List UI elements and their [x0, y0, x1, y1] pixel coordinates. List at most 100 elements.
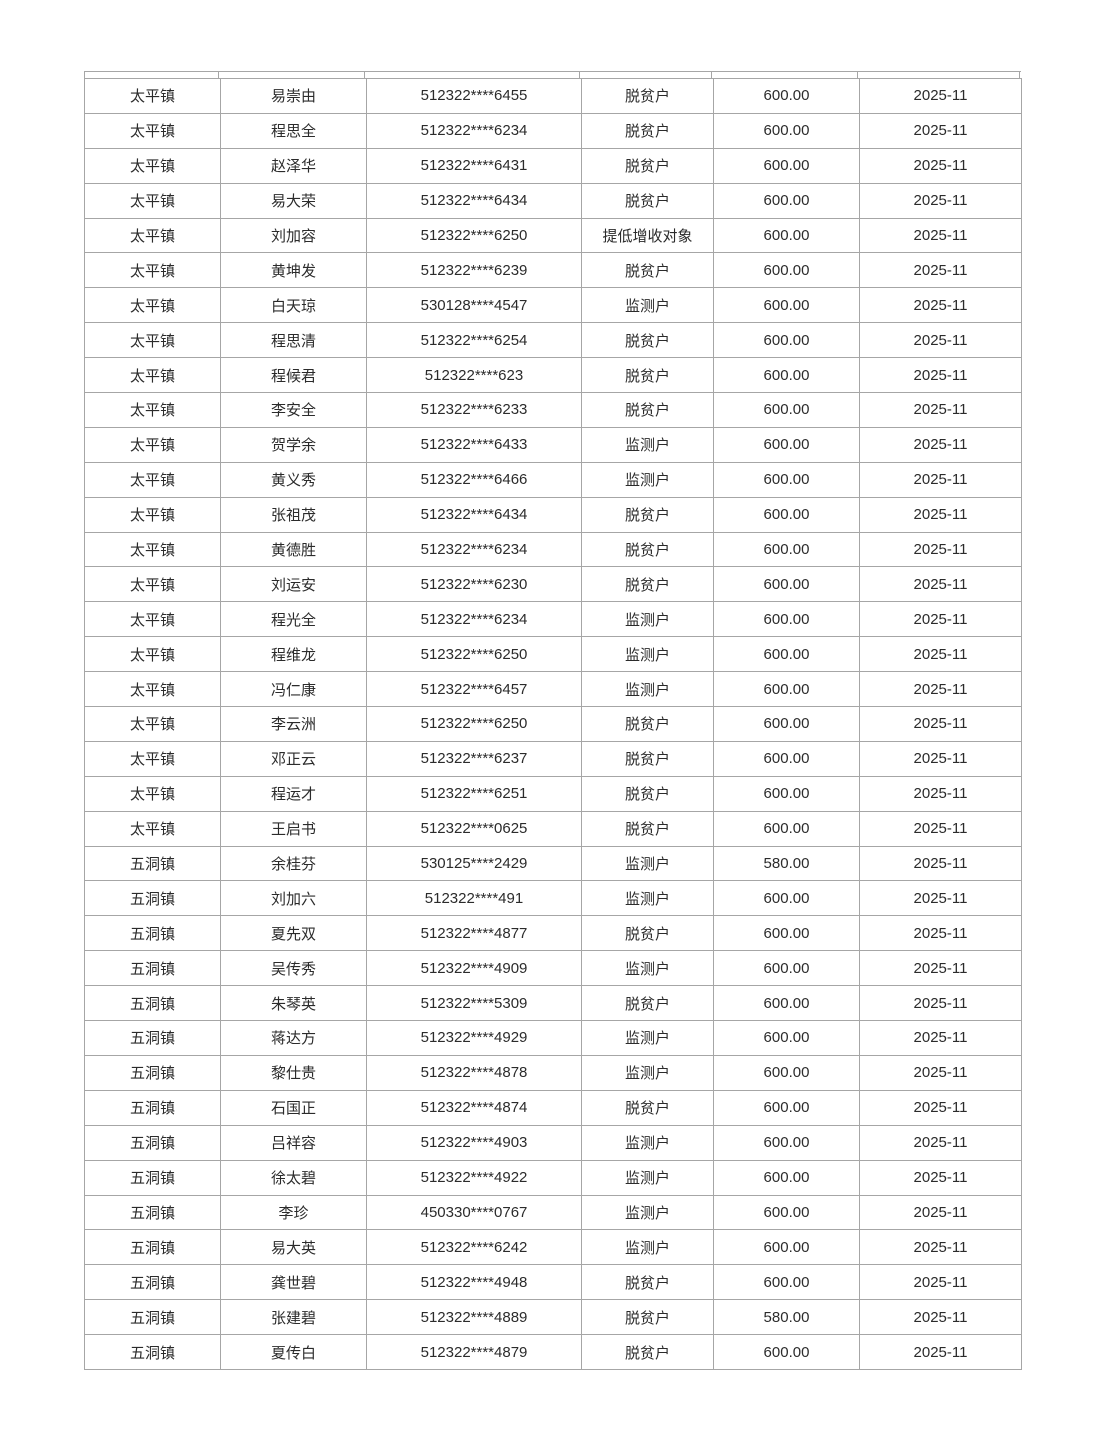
table-row: 五洞镇 吕祥容 512322****4903 监测户 600.00 2025-11	[84, 1124, 1022, 1161]
table-row: 五洞镇 夏先双 512322****4877 脱贫户 600.00 2025-11	[84, 915, 1022, 952]
cell-amount: 600.00	[713, 985, 860, 1022]
cell-amount: 600.00	[713, 671, 860, 708]
cell-amount: 600.00	[713, 531, 860, 568]
cell-id-number: 450330****0767	[366, 1194, 582, 1231]
cell-id-number: 512322****4948	[366, 1264, 582, 1301]
cell-month: 2025-11	[859, 706, 1022, 742]
cell-amount: 600.00	[713, 182, 860, 219]
cell-month: 2025-11	[859, 880, 1022, 917]
table-row: 太平镇 程光全 512322****6234 监测户 600.00 2025-11	[84, 601, 1022, 638]
cell-month: 2025-11	[859, 1124, 1022, 1161]
cell-person-name: 刘加容	[220, 217, 367, 254]
cell-id-number: 512322****6250	[366, 217, 582, 254]
cell-household-type: 监测户	[581, 426, 714, 463]
table-row: 太平镇 白天琼 530128****4547 监测户 600.00 2025-11	[84, 287, 1022, 324]
cell-town: 五洞镇	[84, 1334, 221, 1370]
cell-id-number: 512322****4874	[366, 1089, 582, 1126]
table-row: 五洞镇 易大英 512322****6242 监测户 600.00 2025-11	[84, 1229, 1022, 1266]
cell-household-type: 监测户	[581, 461, 714, 498]
cell-household-type: 脱贫户	[581, 915, 714, 952]
cell-town: 太平镇	[84, 496, 221, 533]
table-row: 五洞镇 蒋达方 512322****4929 监测户 600.00 2025-11	[84, 1020, 1022, 1056]
cell-person-name: 刘加六	[220, 880, 367, 917]
cell-household-type: 脱贫户	[581, 810, 714, 847]
cell-town: 太平镇	[84, 252, 221, 289]
cell-household-type: 脱贫户	[581, 1334, 714, 1370]
table-row: 太平镇 黄义秀 512322****6466 监测户 600.00 2025-11	[84, 461, 1022, 498]
cell-id-number: 512322****6234	[366, 112, 582, 149]
cell-id-number: 512322****4903	[366, 1124, 582, 1161]
cell-town: 太平镇	[84, 461, 221, 498]
cell-amount: 600.00	[713, 147, 860, 184]
cell-person-name: 程运才	[220, 775, 367, 812]
cell-id-number: 512322****6434	[366, 496, 582, 533]
cell-person-name: 易大英	[220, 1229, 367, 1266]
cell-person-name: 夏先双	[220, 915, 367, 952]
cell-month: 2025-11	[859, 461, 1022, 498]
cell-town: 太平镇	[84, 287, 221, 324]
table-row: 太平镇 刘加容 512322****6250 提低增收对象 600.00 2025-11	[84, 217, 1022, 254]
cell-amount: 600.00	[713, 426, 860, 463]
cell-amount: 600.00	[713, 1194, 860, 1231]
cell-amount: 600.00	[713, 322, 860, 359]
payment-table: 太平镇 易崇由 512322****6455 脱贫户 600.00 2025-11 太平镇程…	[84, 71, 1022, 1370]
cell-person-name: 刘运安	[220, 566, 367, 603]
cell-amount: 600.00	[713, 461, 860, 498]
cell-id-number: 512322****6433	[366, 426, 582, 463]
cell-amount: 600.00	[713, 636, 860, 673]
cell-id-number: 512322****6434	[366, 182, 582, 219]
table-row: 五洞镇 吴传秀 512322****4909 监测户 600.00 2025-11	[84, 950, 1022, 987]
cell-amount: 600.00	[713, 880, 860, 917]
cell-person-name: 黄坤发	[220, 252, 367, 289]
cell-household-type: 脱贫户	[581, 78, 714, 114]
cell-household-type: 监测户	[581, 671, 714, 708]
clipped-row-top	[84, 71, 1021, 78]
cell-amount: 600.00	[713, 775, 860, 812]
cell-id-number: 512322****6242	[366, 1229, 582, 1266]
cell-household-type: 脱贫户	[581, 740, 714, 777]
table-row: 太平镇 程候君 512322****623 脱贫户 600.00 2025-11	[84, 357, 1022, 394]
cell-month: 2025-11	[859, 217, 1022, 254]
cell-person-name: 黎仕贵	[220, 1054, 367, 1091]
cell-month: 2025-11	[859, 566, 1022, 603]
cell-person-name: 王启书	[220, 810, 367, 847]
cell-amount: 600.00	[713, 601, 860, 638]
table-row: 太平镇 刘运安 512322****6230 脱贫户 600.00 2025-11	[84, 566, 1022, 603]
cell-household-type: 监测户	[581, 1054, 714, 1091]
cell-amount: 600.00	[713, 392, 860, 428]
table-row: 太平镇 程思清 512322****6254 脱贫户 600.00 2025-11	[84, 322, 1022, 359]
cell-amount: 600.00	[713, 287, 860, 324]
cell-town: 太平镇	[84, 357, 221, 394]
cell-month: 2025-11	[859, 915, 1022, 952]
cell-id-number: 512322****6239	[366, 252, 582, 289]
table-row: 五洞镇 张建碧 512322****4889 脱贫户 580.00 2025-11	[84, 1299, 1022, 1336]
cell-town: 太平镇	[84, 566, 221, 603]
table-row: 五洞镇 石国正 512322****4874 脱贫户 600.00 2025-11	[84, 1089, 1022, 1126]
cell-amount: 580.00	[713, 1299, 860, 1336]
cell-household-type: 脱贫户	[581, 182, 714, 219]
cell-town: 五洞镇	[84, 985, 221, 1022]
cell-amount: 600.00	[713, 252, 860, 289]
cell-amount: 600.00	[713, 1159, 860, 1196]
table-row: 太平镇 易崇由 512322****6455 脱贫户 600.00 2025-11	[84, 78, 1022, 114]
cell-person-name: 张祖茂	[220, 496, 367, 533]
table-row: 五洞镇 夏传白 512322****4879 脱贫户 600.00 2025-11	[84, 1334, 1022, 1370]
cell-town: 五洞镇	[84, 1194, 221, 1231]
cell-person-name: 李珍	[220, 1194, 367, 1231]
cell-id-number: 512322****491	[366, 880, 582, 917]
cell-person-name: 张建碧	[220, 1299, 367, 1336]
cell-household-type: 监测户	[581, 880, 714, 917]
cell-person-name: 程思全	[220, 112, 367, 149]
cell-id-number: 512322****4877	[366, 915, 582, 952]
cell-amount: 600.00	[713, 78, 860, 114]
table-row: 太平镇 赵泽华 512322****6431 脱贫户 600.00 2025-11	[84, 147, 1022, 184]
table-row: 太平镇 贺学余 512322****6433 监测户 600.00 2025-11	[84, 426, 1022, 463]
cell-amount: 600.00	[713, 1020, 860, 1056]
cell-person-name: 易大荣	[220, 182, 367, 219]
cell-id-number: 512322****6455	[366, 78, 582, 114]
cell-household-type: 脱贫户	[581, 1264, 714, 1301]
table-row: 太平镇 程维龙 512322****6250 监测户 600.00 2025-11	[84, 636, 1022, 673]
cell-person-name: 夏传白	[220, 1334, 367, 1370]
table-row: 五洞镇 李珍 450330****0767 监测户 600.00 2025-11	[84, 1194, 1022, 1231]
cell-id-number: 512322****6254	[366, 322, 582, 359]
